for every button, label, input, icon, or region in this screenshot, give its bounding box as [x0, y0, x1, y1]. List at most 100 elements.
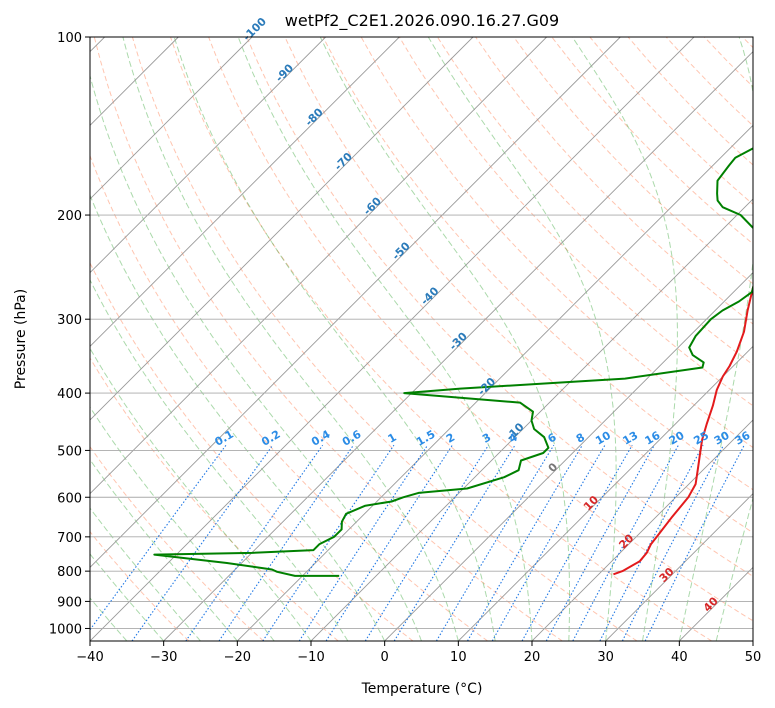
y-tick-label: 900 [57, 595, 82, 610]
dry-adiabat [90, 154, 488, 641]
adiabat-label: 30 [657, 565, 677, 585]
isotherm-line [90, 37, 695, 641]
adiabat-label: -90 [273, 61, 296, 84]
adiabat-label: -30 [447, 329, 470, 352]
moist-adiabat [90, 597, 128, 641]
moist-adiabat [715, 496, 753, 641]
temperature-profile-line [613, 284, 753, 576]
dry-adiabat [90, 357, 339, 641]
isotherm-line [90, 37, 474, 421]
moist-adiabat [90, 193, 386, 641]
dry-adiabat [90, 530, 190, 641]
adiabat-label: -10 [503, 420, 526, 443]
plot-frame [89, 36, 754, 642]
mixing-ratio-label: 0.2 [259, 428, 282, 449]
adiabat-label: -50 [390, 239, 413, 262]
dry-adiabat [742, 37, 753, 49]
mixing-ratio-line [262, 444, 395, 641]
mixing-ratio-label: 16 [643, 429, 663, 448]
mixing-ratio-label: 25 [691, 429, 711, 448]
isotherm-line [90, 37, 400, 347]
dry-adiabat [589, 37, 753, 205]
mixing-ratio-line [644, 444, 745, 641]
isotherm-line [90, 37, 326, 274]
dry-adiabat [90, 261, 414, 641]
mixing-ratio-label: 30 [712, 429, 732, 448]
mixing-ratio-line [90, 444, 227, 631]
x-axis-label: Temperature (°C) [361, 681, 483, 697]
y-tick-label: 800 [57, 565, 82, 580]
moist-adiabat [90, 73, 422, 641]
moist-adiabat [122, 37, 459, 641]
mixing-ratio-label: 20 [667, 429, 687, 448]
adiabat-label: -80 [303, 105, 326, 128]
isotherm-line [752, 640, 753, 641]
mixing-ratio-line [393, 444, 516, 641]
y-tick-label: 700 [57, 531, 82, 546]
mixing-ratio-label: 0.6 [340, 428, 364, 449]
x-tick-label: 30 [597, 650, 614, 665]
adiabat-label: -20 [475, 375, 498, 398]
moist-adiabat [90, 553, 165, 641]
isotherm-line [531, 419, 753, 641]
adiabat-label: 40 [701, 594, 721, 614]
moist-adiabat [90, 406, 275, 641]
chart-title: wetPf2_C2E1.2026.090.16.27.G09 [285, 11, 559, 31]
dry-adiabat [90, 445, 264, 641]
y-tick-label: 600 [57, 491, 82, 506]
dry-adiabat [284, 37, 753, 534]
x-tick-label: 50 [745, 650, 762, 665]
mixing-ratio-label: 2 [444, 431, 457, 446]
mixing-ratio-line [325, 444, 453, 641]
x-tick-label: −20 [224, 650, 251, 665]
dry-adiabat [665, 37, 753, 127]
adiabat-label: 20 [616, 531, 636, 551]
mixing-ratio-line [467, 444, 583, 641]
isotherm-line [90, 37, 253, 200]
y-tick-label: 200 [57, 209, 82, 224]
x-tick-label: −30 [150, 650, 177, 665]
y-tick-label: 400 [57, 387, 82, 402]
adiabat-label: -100 [240, 15, 269, 44]
y-axis-label: Pressure (hPa) [13, 289, 29, 389]
mixing-ratio-label: 36 [733, 429, 753, 448]
mixing-ratio-line [364, 444, 489, 641]
isotherm-line [90, 37, 547, 495]
moist-adiabat [90, 347, 312, 641]
mixing-ratio-label: 10 [593, 429, 613, 448]
x-tick-label: 40 [671, 650, 688, 665]
x-tick-label: 20 [524, 650, 541, 665]
mixing-ratio-line [218, 444, 354, 641]
y-tick-label: 500 [57, 444, 82, 459]
moist-adiabat [90, 507, 201, 641]
isotherm-line [163, 51, 753, 641]
mixing-ratio-label: 3 [480, 431, 493, 446]
y-tick-label: 1000 [49, 622, 82, 637]
moist-adiabat [237, 37, 533, 641]
isotherm-line [90, 37, 621, 568]
moist-adiabat [173, 37, 496, 641]
moist-adiabat [427, 37, 617, 641]
dry-adiabat [93, 37, 563, 641]
mixing-ratio-label: 0.1 [213, 428, 236, 449]
dry-adiabat [131, 37, 638, 641]
isotherm-line [310, 198, 753, 641]
isotherm-line [605, 493, 753, 641]
mixing-ratio-label: 1 [386, 431, 399, 446]
dry-adiabat [513, 37, 753, 285]
moist-adiabat [678, 37, 753, 641]
mixing-ratio-line [298, 444, 429, 641]
adiabat-label: 10 [581, 493, 601, 513]
x-tick-label: −40 [76, 650, 103, 665]
mixing-ratio-label: 13 [621, 429, 641, 448]
isotherm-line [237, 124, 753, 641]
moist-adiabat [319, 37, 570, 641]
y-tick-label: 100 [57, 31, 82, 46]
moist-adiabat [571, 37, 678, 641]
x-tick-label: 0 [381, 650, 389, 665]
y-tick-label: 300 [57, 313, 82, 328]
dry-adiabat [360, 37, 753, 449]
mixing-ratio-line [491, 444, 606, 641]
dry-adiabat [322, 37, 753, 491]
